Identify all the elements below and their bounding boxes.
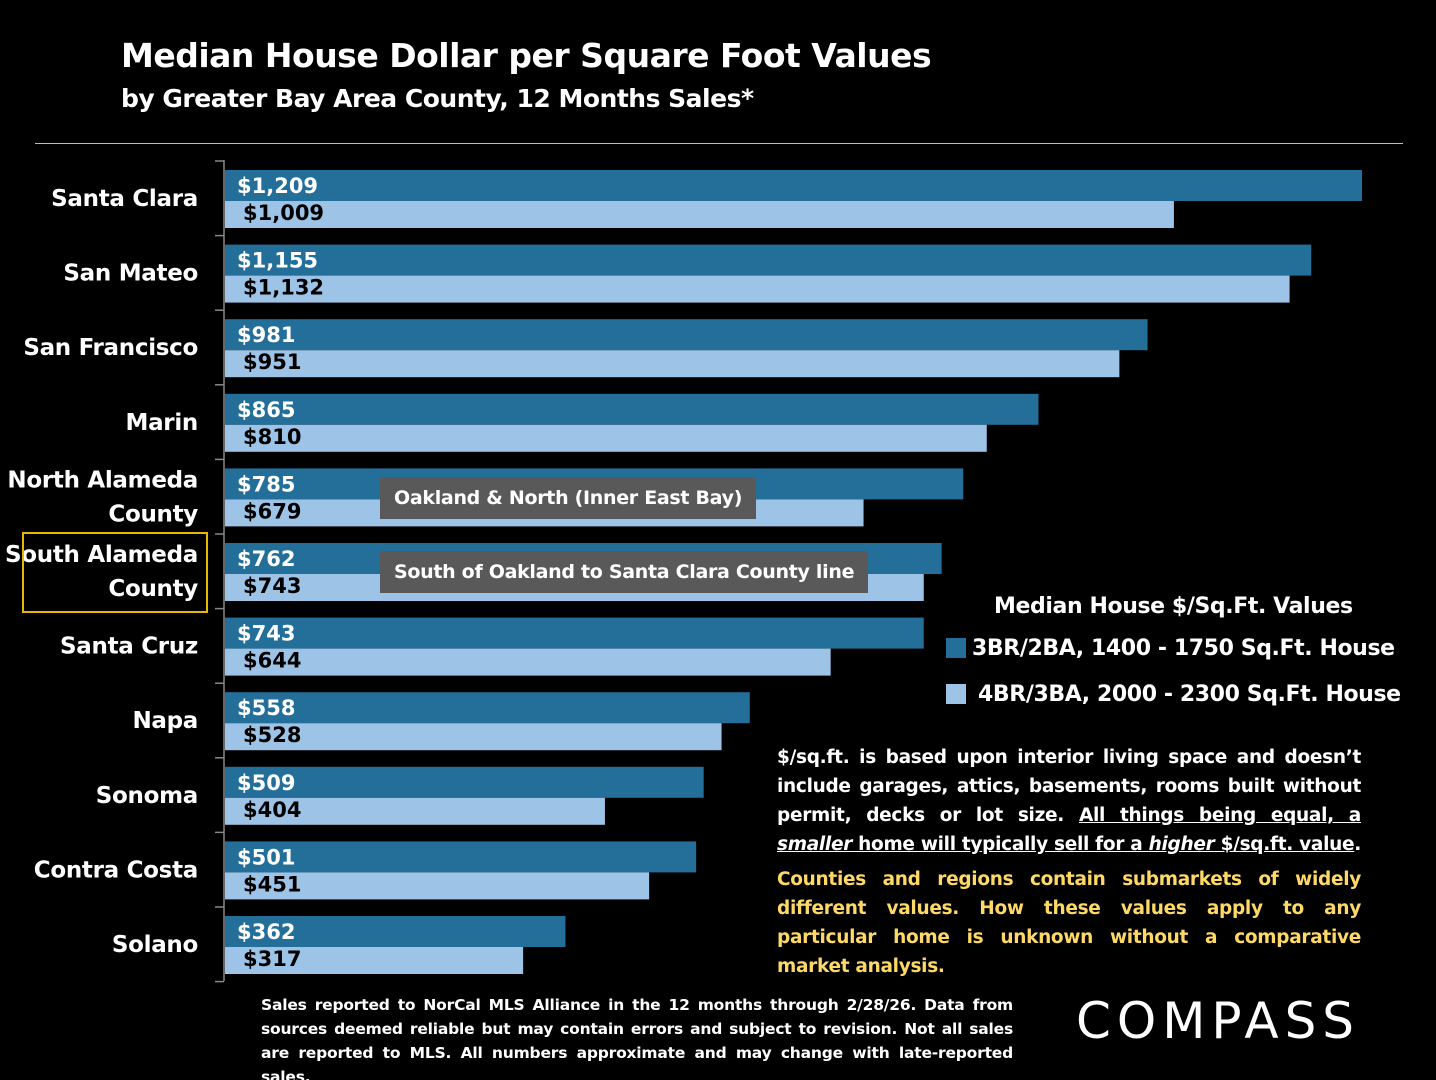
- data-label-3br: $865: [237, 398, 295, 422]
- caveat-note: Counties and regions contain submarkets …: [777, 869, 1361, 977]
- data-label-3br: $558: [237, 696, 295, 720]
- data-label-4br: $951: [243, 350, 301, 374]
- callout-south-alameda: South of Oakland to Santa Clara County l…: [380, 551, 869, 593]
- legend-swatch: [946, 638, 966, 658]
- callout-north-alameda: Oakland & North (Inner East Bay): [380, 477, 757, 519]
- legend-label: 3BR/2BA, 1400 - 1750 Sq.Ft. House: [972, 635, 1395, 661]
- note-end: .: [1354, 834, 1361, 855]
- note-emphasis: home will typically sell for a: [852, 834, 1149, 855]
- category-label: Santa Cruz: [60, 634, 198, 660]
- data-label-4br: $528: [243, 723, 301, 747]
- data-label-3br: $1,155: [237, 249, 318, 273]
- data-label-3br: $1,209: [237, 174, 318, 198]
- note-italic: higher: [1148, 834, 1215, 855]
- bar-3br: [225, 617, 924, 649]
- bar-3br: [225, 170, 1362, 201]
- data-label-3br: $785: [237, 472, 295, 496]
- legend-label: 4BR/3BA, 2000 - 2300 Sq.Ft. House: [978, 681, 1401, 707]
- data-label-4br: $743: [243, 574, 301, 598]
- bar-4br: [225, 648, 831, 676]
- data-label-4br: $404: [243, 798, 301, 822]
- data-label-4br: $451: [243, 872, 301, 896]
- title-divider: [35, 143, 1403, 144]
- highlight-box: [22, 532, 208, 613]
- category-label: North Alameda: [7, 467, 198, 493]
- category-label: San Francisco: [23, 335, 198, 361]
- data-label-4br: $1,009: [243, 201, 324, 225]
- category-label: South Alameda: [5, 542, 198, 568]
- data-label-3br: $743: [237, 622, 295, 646]
- category-label: Marin: [125, 410, 198, 436]
- legend-item-3br: 3BR/2BA, 1400 - 1750 Sq.Ft. House: [946, 631, 1401, 665]
- chart-subtitle: by Greater Bay Area County, 12 Months Sa…: [121, 84, 754, 113]
- legend-title: Median House $/Sq.Ft. Values: [994, 594, 1353, 619]
- data-label-4br: $317: [243, 947, 301, 971]
- bar-4br: [225, 275, 1290, 303]
- category-label: Contra Costa: [34, 857, 198, 883]
- data-label-3br: $762: [237, 547, 295, 571]
- note-emphasis: All things being equal, a: [1078, 805, 1361, 826]
- bar-4br: [225, 947, 524, 974]
- chart-title: Median House Dollar per Square Foot Valu…: [121, 36, 932, 75]
- bar-3br: [225, 766, 704, 798]
- bar-3br: [225, 916, 566, 947]
- compass-logo: COMPASS: [1076, 992, 1361, 1050]
- data-label-4br: $1,132: [243, 276, 324, 300]
- category-label: Sonoma: [96, 783, 198, 809]
- legend-item-4br: 4BR/3BA, 2000 - 2300 Sq.Ft. House: [946, 677, 1401, 711]
- bar-4br: [225, 424, 987, 452]
- note-text: $/sq.ft. is based upon interior living s…: [777, 747, 1361, 826]
- bar-3br: [225, 244, 1312, 276]
- data-label-4br: $810: [243, 425, 301, 449]
- note-italic: smaller: [777, 834, 853, 855]
- footnote: Sales reported to NorCal MLS Alliance in…: [261, 996, 1013, 1080]
- note-emphasis: $/sq.ft. value: [1214, 834, 1355, 855]
- bar-3br: [225, 393, 1039, 425]
- bar-4br: [225, 797, 605, 825]
- legend: Median House $/Sq.Ft. Values 3BR/2BA, 14…: [946, 594, 1401, 723]
- bar-4br: [225, 872, 650, 900]
- bar-4br: [225, 350, 1120, 378]
- category-label: County: [108, 501, 198, 527]
- category-label: Santa Clara: [51, 186, 198, 212]
- data-label-3br: $981: [237, 323, 295, 347]
- bar-4br: [225, 201, 1174, 228]
- category-label: Solano: [112, 932, 198, 958]
- bar-3br: [225, 692, 750, 724]
- data-label-3br: $501: [237, 845, 295, 869]
- data-label-3br: $509: [237, 771, 295, 795]
- bar-4br: [225, 723, 722, 751]
- data-label-4br: $679: [243, 499, 301, 523]
- category-label: County: [108, 576, 198, 602]
- category-label: Napa: [132, 708, 198, 734]
- legend-swatch: [946, 684, 966, 704]
- data-label-4br: $644: [243, 649, 301, 673]
- data-label-3br: $362: [237, 920, 295, 944]
- bar-3br: [225, 841, 697, 873]
- methodology-note: $/sq.ft. is based upon interior living s…: [777, 743, 1361, 859]
- bar-3br: [225, 319, 1148, 351]
- category-label: San Mateo: [63, 261, 198, 287]
